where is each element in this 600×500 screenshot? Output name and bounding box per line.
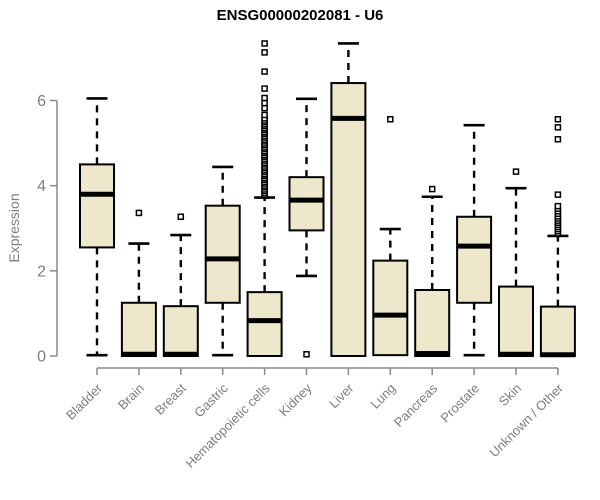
iqr-box (288, 176, 325, 232)
outlier-point (554, 124, 562, 131)
outlier-point (135, 209, 143, 217)
outlier-point (261, 111, 268, 119)
iqr-box (372, 259, 409, 357)
x-tick-label-pancreas: Pancreas (391, 380, 441, 430)
x-tick-label-liver: Liver (326, 380, 357, 411)
outlier-point (554, 116, 562, 123)
outlier-point (554, 136, 562, 143)
box-skin (498, 168, 534, 358)
outlier-point (303, 351, 310, 358)
y-tick-label-0: 0 (37, 349, 46, 366)
outlier-point (261, 99, 268, 107)
iqr-box (162, 305, 199, 357)
iqr-box (79, 163, 115, 249)
outlier-point (261, 49, 268, 56)
box-prostate (456, 123, 493, 357)
iqr-box (204, 204, 241, 304)
outlier-point (428, 185, 436, 193)
y-tick-label-4: 4 (37, 178, 46, 195)
x-tick-label-breast: Breast (152, 380, 189, 417)
box-pancreas (414, 185, 451, 358)
y-tick-label-2: 2 (37, 263, 46, 280)
outlier-point (261, 68, 268, 75)
chart-title: ENSG00000202081 - U6 (216, 7, 384, 24)
x-tick-label-unknown-other: Unknown / Other (486, 380, 566, 460)
x-tick-label-skin: Skin (496, 381, 524, 409)
x-tick-label-prostate: Prostate (437, 381, 482, 426)
box-liver (330, 42, 367, 358)
box-lung (372, 116, 409, 357)
outlier-point (554, 202, 562, 210)
box-breast (162, 213, 199, 357)
x-tick-label-gastric: Gastric (191, 380, 231, 420)
outlier-point (554, 191, 562, 198)
box-gastric (204, 165, 241, 357)
box-kidney (288, 97, 325, 358)
box-bladder (79, 97, 115, 357)
outlier-point (387, 116, 394, 123)
x-tick-label-brain: Brain (115, 381, 147, 413)
iqr-box (498, 285, 534, 358)
iqr-box (120, 301, 157, 357)
y-axis: 0 2 4 6 (37, 93, 58, 366)
y-tick-label-6: 6 (37, 93, 46, 110)
x-tick-label-lung: Lung (367, 381, 398, 412)
box-unknown-other (539, 116, 576, 358)
box-brain (120, 209, 157, 357)
x-tick-label-bladder: Bladder (63, 380, 106, 423)
outlier-point (261, 40, 268, 47)
outlier-point (261, 104, 268, 112)
iqr-box (539, 305, 576, 358)
iqr-box (414, 289, 451, 358)
outlier-point (261, 94, 268, 102)
iqr-box (330, 82, 367, 358)
iqr-box (246, 291, 283, 358)
iqr-box (456, 215, 493, 304)
outlier-point (177, 213, 185, 221)
outlier-point (512, 168, 520, 175)
x-tick-label-kidney: Kidney (276, 380, 315, 419)
box-hematopoietic-cells (246, 40, 283, 358)
outlier-point (261, 85, 268, 92)
